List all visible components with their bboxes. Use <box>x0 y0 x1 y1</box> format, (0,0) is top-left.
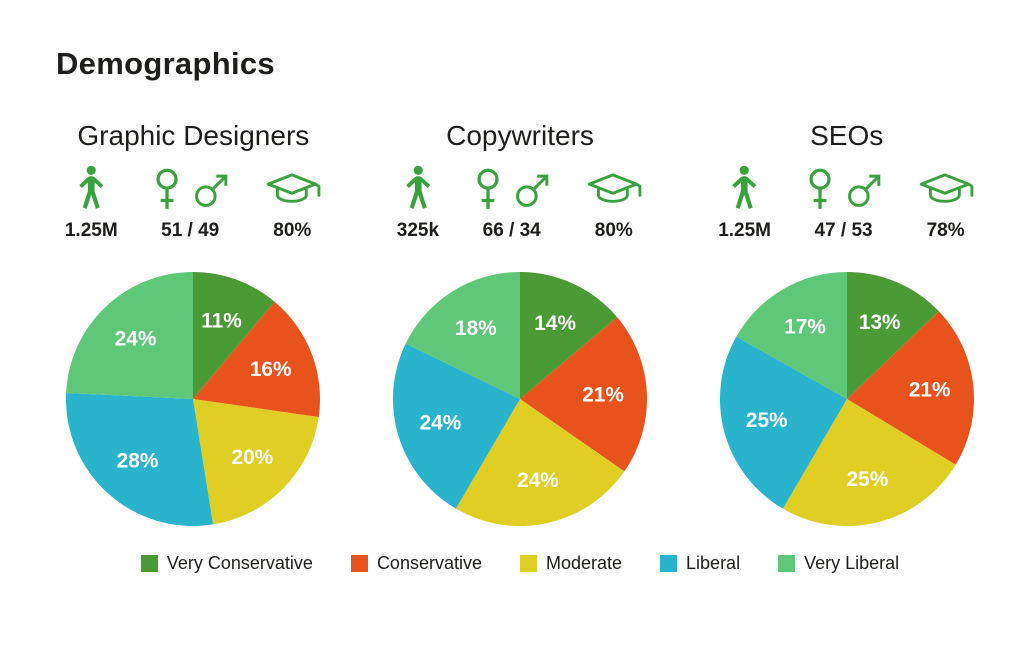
pie-slice <box>66 392 214 527</box>
legend-swatch-moderate <box>519 555 537 572</box>
legend-swatch-conservative <box>350 555 368 572</box>
stats-row: 1.25M 51 <box>65 165 322 242</box>
column-copywriters: Copywriters 325k <box>357 120 684 528</box>
pie-slice-label: 25% <box>846 468 888 491</box>
pie-slice-label: 18% <box>455 317 497 340</box>
pie-slice <box>193 301 321 418</box>
pie-slice <box>782 399 956 527</box>
graduation-cap-icon <box>584 169 643 211</box>
pie-slice <box>846 311 974 465</box>
legend-label: Very Conservative <box>166 553 313 573</box>
pie-slice-label: 11% <box>202 309 243 332</box>
legend-label: Conservative <box>376 553 482 573</box>
graduation-cap-icon <box>263 169 322 211</box>
columns-row: Graphic Designers 1.25M <box>30 120 1010 528</box>
stat-population: 1.25M <box>65 165 118 242</box>
person-icon <box>397 165 439 211</box>
legend-item-conservative: Conservative <box>350 553 482 574</box>
stats-row: 1.25M 47 <box>718 165 975 242</box>
education-value: 80% <box>594 220 633 241</box>
population-value: 1.25M <box>64 220 118 241</box>
stat-education: 80% <box>263 169 322 242</box>
legend-item-very-liberal: Very Liberal <box>778 553 899 574</box>
pie-slice-label: 24% <box>420 412 462 435</box>
column-graphic-designers: Graphic Designers 1.25M <box>30 120 357 528</box>
legend-swatch-liberal <box>660 555 678 572</box>
column-title: Graphic Designers <box>77 120 310 151</box>
pie-slice <box>455 399 625 527</box>
male-icon <box>194 174 228 207</box>
male-icon <box>516 174 549 207</box>
pie-slice <box>392 343 520 509</box>
legend-label: Liberal <box>686 553 741 573</box>
person-icon <box>70 165 112 211</box>
pie-slice-label: 14% <box>534 312 576 335</box>
pie-slice <box>520 271 618 399</box>
pie-slice <box>66 271 194 399</box>
pie-slice-label: 17% <box>784 316 826 339</box>
gender-ratio-value: 47 / 53 <box>814 220 873 241</box>
legend-swatch-very-liberal <box>778 555 796 572</box>
pie-slice-label: 16% <box>250 358 292 381</box>
pie-slice-label: 20% <box>232 446 274 469</box>
pie-chart-graphic-designers: 11% 16% 20% 28% 24% <box>66 271 321 527</box>
legend-item-very-conservative: Very Conservative <box>140 553 313 574</box>
stat-population: 1.25M <box>718 165 771 242</box>
female-icon <box>809 168 831 209</box>
pie-slice <box>193 271 275 399</box>
pie-slice <box>846 271 939 399</box>
female-icon <box>477 168 499 209</box>
legend-swatch-very-conservative <box>140 555 158 572</box>
stat-gender-ratio: 51 / 49 <box>150 167 231 242</box>
pie-slice-label: 25% <box>746 409 788 432</box>
education-value: 80% <box>273 220 312 241</box>
pie-chart-copywriters: 14% 21% 24% 24% 18% <box>392 271 648 527</box>
page-title: Demographics <box>56 46 275 81</box>
education-value: 78% <box>926 220 965 241</box>
population-value: 325k <box>396 220 440 241</box>
graduation-cap-icon <box>916 169 975 211</box>
pie-slice <box>719 336 847 509</box>
legend-label: Moderate <box>545 553 623 573</box>
gender-ratio-value: 66 / 34 <box>482 220 541 241</box>
legend-item-moderate: Moderate <box>519 553 623 574</box>
pie-slice-label: 21% <box>908 378 950 401</box>
pie-slice <box>736 271 847 399</box>
female-icon <box>156 168 178 209</box>
pie-slice-label: 24% <box>517 469 559 492</box>
pie-slice-label: 28% <box>117 450 159 473</box>
stat-gender-ratio: 47 / 53 <box>803 167 884 242</box>
stat-gender-ratio: 66 / 34 <box>471 167 552 242</box>
legend: Very Conservative Conservative Moderate … <box>30 553 1010 574</box>
population-value: 1.25M <box>718 220 772 241</box>
column-title: SEOs <box>810 120 884 151</box>
pie-slice <box>405 271 520 399</box>
legend-label: Very Liberal <box>804 553 900 573</box>
pie-slice <box>193 399 320 525</box>
legend-item-liberal: Liberal <box>660 553 740 574</box>
stat-population: 325k <box>397 165 439 242</box>
male-icon <box>848 174 881 207</box>
pie-slice-label: 24% <box>115 327 157 350</box>
pie-slice-label: 13% <box>859 311 901 334</box>
stats-row: 325k 66 <box>397 165 644 242</box>
stat-education: 80% <box>584 169 643 242</box>
pie-slice-label: 21% <box>582 384 624 407</box>
column-seos: SEOs 1.25M <box>683 120 1010 528</box>
pie-slice <box>520 317 648 472</box>
gender-ratio-value: 51 / 49 <box>161 220 220 241</box>
column-title: Copywriters <box>446 120 594 151</box>
person-icon <box>723 165 765 211</box>
stat-education: 78% <box>916 169 975 242</box>
pie-chart-seos: 13% 21% 25% 25% 17% <box>719 271 974 527</box>
